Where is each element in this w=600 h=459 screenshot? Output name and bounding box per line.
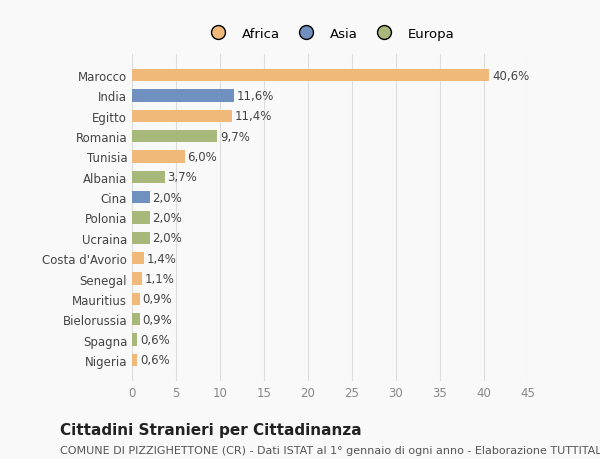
Text: Cittadini Stranieri per Cittadinanza: Cittadini Stranieri per Cittadinanza	[60, 422, 362, 437]
Text: 3,7%: 3,7%	[167, 171, 197, 184]
Text: 1,1%: 1,1%	[145, 272, 174, 285]
Text: 2,0%: 2,0%	[152, 212, 182, 224]
Text: 2,0%: 2,0%	[152, 191, 182, 204]
Bar	[132, 90, 234, 102]
Bar	[132, 151, 185, 163]
Bar	[132, 273, 142, 285]
Bar	[132, 232, 149, 244]
Bar	[132, 70, 489, 82]
Text: 6,0%: 6,0%	[187, 151, 217, 164]
Bar	[132, 212, 149, 224]
Text: 0,6%: 0,6%	[140, 333, 170, 346]
Text: COMUNE DI PIZZIGHETTONE (CR) - Dati ISTAT al 1° gennaio di ogni anno - Elaborazi: COMUNE DI PIZZIGHETTONE (CR) - Dati ISTA…	[60, 445, 600, 455]
Bar	[132, 293, 140, 305]
Text: 9,7%: 9,7%	[220, 130, 250, 143]
Bar	[132, 313, 140, 325]
Bar	[132, 111, 232, 123]
Text: 0,9%: 0,9%	[143, 293, 172, 306]
Text: 40,6%: 40,6%	[492, 69, 529, 83]
Text: 1,4%: 1,4%	[147, 252, 177, 265]
Text: 2,0%: 2,0%	[152, 232, 182, 245]
Text: 11,6%: 11,6%	[237, 90, 274, 103]
Bar	[132, 252, 145, 265]
Bar	[132, 171, 164, 184]
Legend: Africa, Asia, Europa: Africa, Asia, Europa	[200, 22, 460, 46]
Bar	[132, 131, 217, 143]
Bar	[132, 354, 137, 366]
Bar	[132, 192, 149, 204]
Text: 0,9%: 0,9%	[143, 313, 172, 326]
Text: 11,4%: 11,4%	[235, 110, 272, 123]
Text: 0,6%: 0,6%	[140, 353, 170, 367]
Bar	[132, 334, 137, 346]
